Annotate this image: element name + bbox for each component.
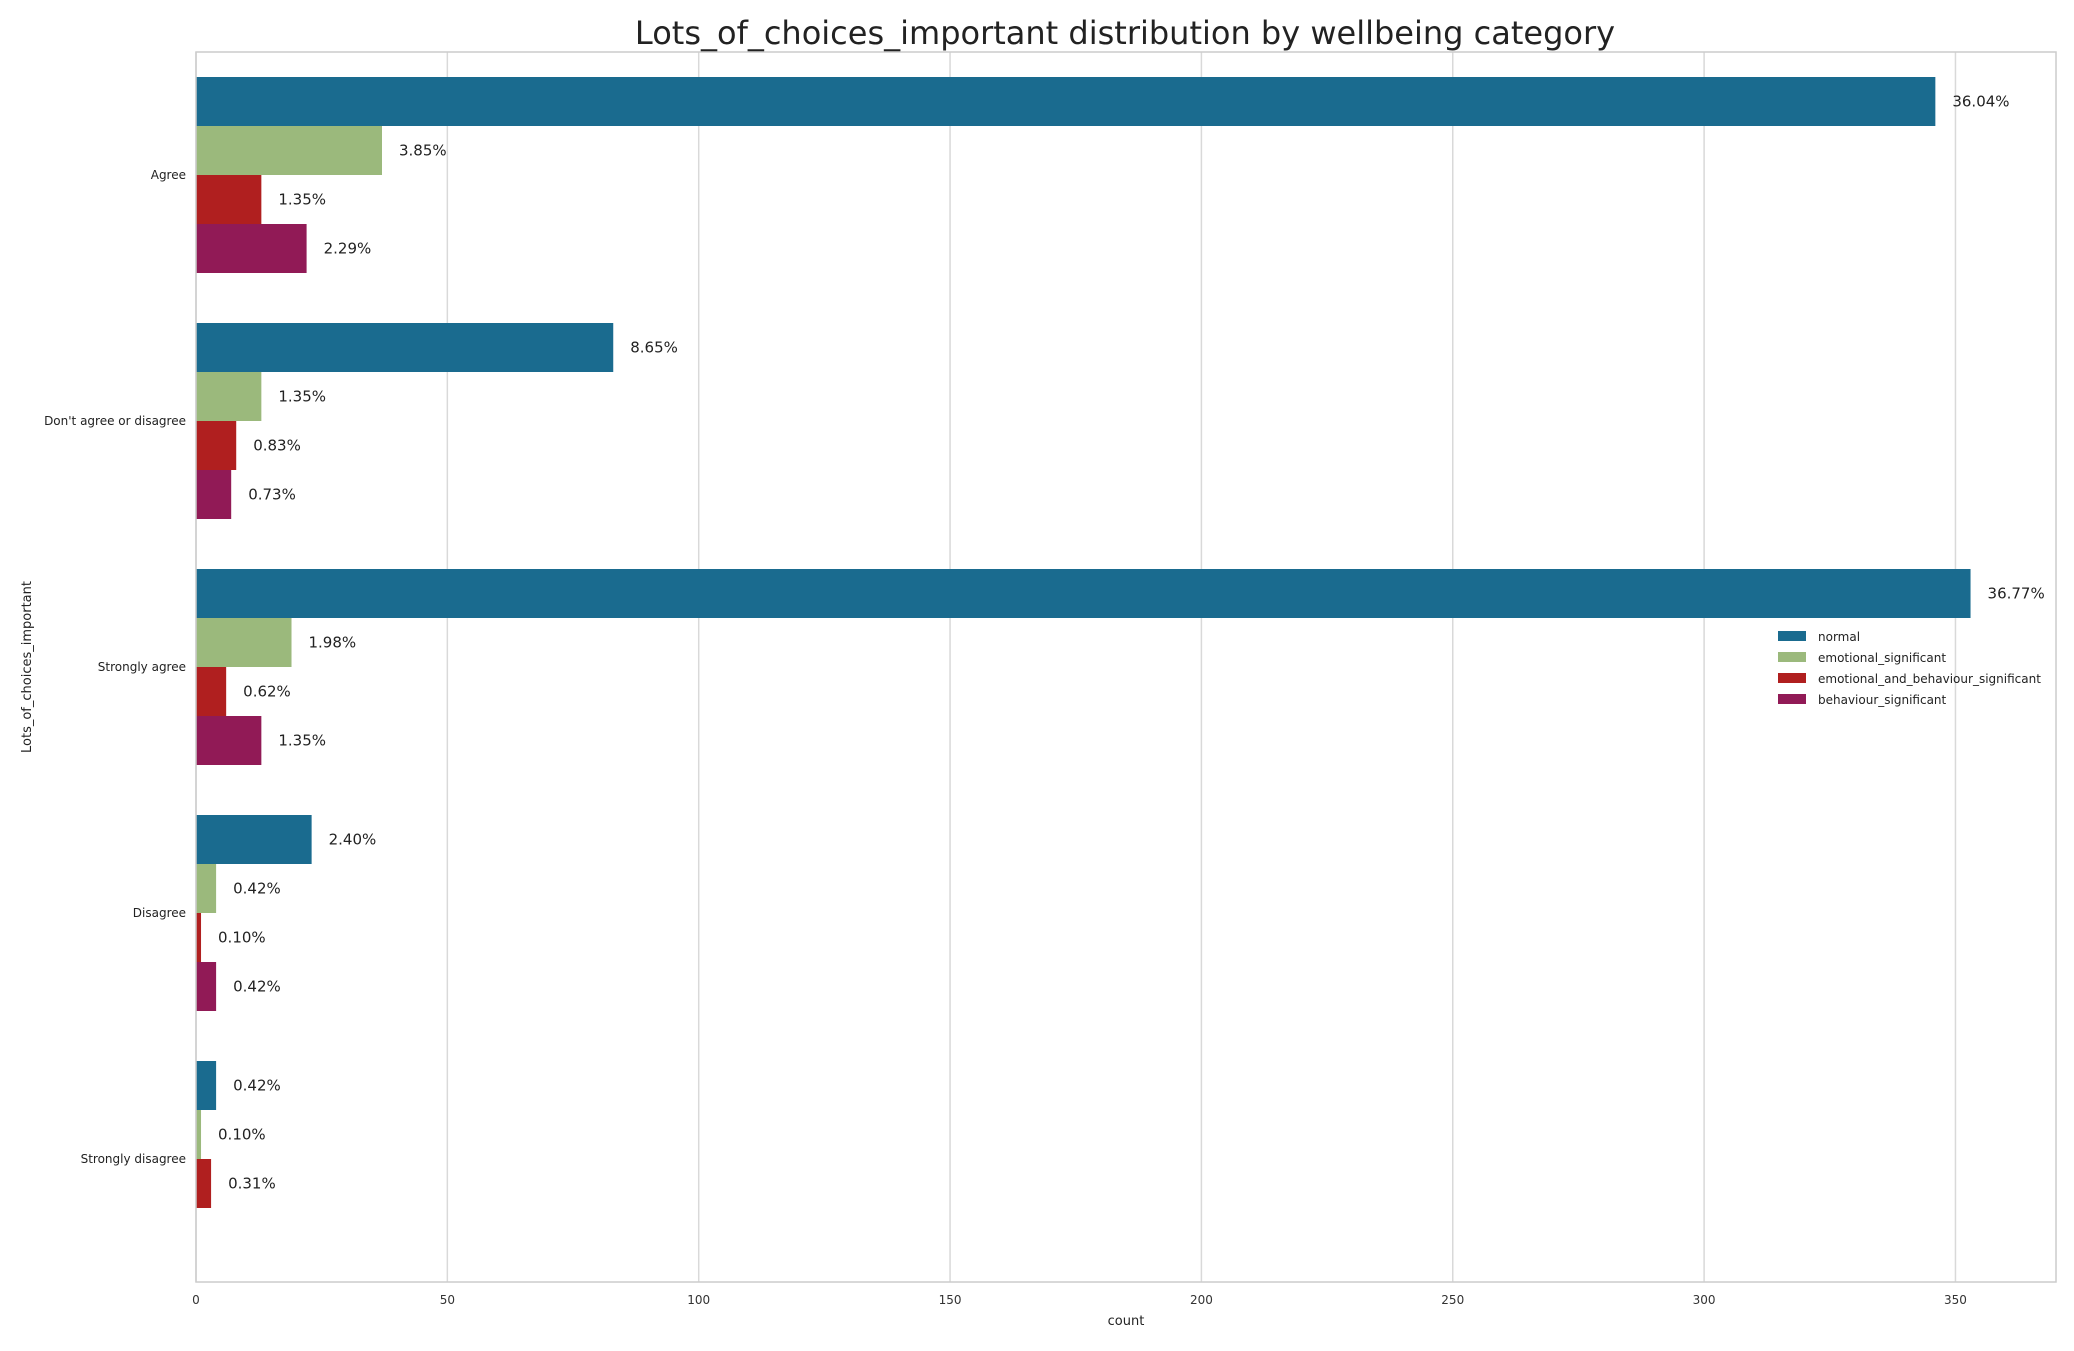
bar-value-label: 0.10% [218,929,266,947]
bar-value-label: 1.98% [309,634,357,652]
bar-normal [196,77,1936,126]
bar-value-label: 0.62% [243,683,291,701]
y-axis-categories: Agree Don't agree or disagree Strongly agr… [44,168,186,1166]
bar-behaviour_significant [196,470,232,519]
x-tick-label: 50 [440,1293,455,1307]
bar-value-label: 1.35% [278,732,326,750]
legend-label: normal [1818,630,1860,644]
bars [196,77,1971,1208]
bar-value-label: 0.73% [248,486,296,504]
bar-emotional_significant [196,864,217,913]
bar-value-label: 36.77% [1988,585,2045,603]
bar-value-label: 2.40% [329,831,377,849]
x-tick-label: 250 [1441,1293,1464,1307]
x-tick-label: 150 [939,1293,962,1307]
x-tick-label: 100 [687,1293,710,1307]
y-category-label: Agree [151,168,186,182]
bar-behaviour_significant [196,224,307,273]
legend-label: emotional_and_behaviour_significant [1818,672,2041,686]
x-tick-label: 0 [192,1293,200,1307]
legend-swatch [1778,694,1806,704]
bar-normal [196,569,1971,618]
bar-value-label: 0.42% [233,880,281,898]
legend-swatch [1778,631,1806,641]
bar-emotional_significant [196,372,262,421]
grid-lines [195,52,1957,1282]
x-tick-label: 350 [1944,1293,1967,1307]
bar-behaviour_significant [196,716,262,765]
bar-value-label: 0.42% [233,1077,281,1095]
bar-emotional_significant [196,618,292,667]
data-labels: 36.04% 3.85% 1.35% 2.29% 8.65% 1.35% 0.83% 0.73… [218,93,2045,1193]
x-axis-ticks: 0 50 100 150 200 250 300 350 [192,1293,1967,1307]
y-category-label: Strongly agree [98,660,186,674]
y-category-label: Don't agree or disagree [44,414,186,428]
bar-emotional_significant [196,126,382,175]
bar-normal [196,1061,217,1110]
y-category-label: Disagree [133,906,186,920]
y-axis-label: Lots_of_choices_important [20,581,35,753]
bar-value-label: 0.10% [218,1126,266,1144]
bar-value-label: 0.42% [233,978,281,996]
bar-value-label: 0.31% [228,1175,276,1193]
x-tick-label: 300 [1693,1293,1716,1307]
legend-label: behaviour_significant [1818,693,1947,707]
bar-value-label: 8.65% [630,339,678,357]
legend-swatch [1778,652,1806,662]
bar-value-label: 1.35% [278,191,326,209]
bar-normal [196,323,614,372]
x-axis-label: count [1108,1314,1145,1329]
bar-emotional_and_behaviour_significant [196,421,237,470]
y-category-label: Strongly disagree [81,1152,186,1166]
x-tick-label: 200 [1190,1293,1213,1307]
bar-value-label: 3.85% [399,142,447,160]
bar-normal [196,815,312,864]
legend: normal emotional_significant emotional_and… [1778,630,2041,707]
bar-emotional_and_behaviour_significant [196,913,202,962]
bar-emotional_significant [196,1110,202,1159]
bar-value-label: 36.04% [1952,93,2009,111]
bar-value-label: 0.83% [253,437,301,455]
chart-title: Lots_of_choices_important distribution b… [635,14,1615,52]
bar-value-label: 1.35% [278,388,326,406]
bar-behaviour_significant [196,962,217,1011]
plot-frame [195,51,2057,1283]
bar-emotional_and_behaviour_significant [196,667,227,716]
bar-value-label: 2.29% [324,240,372,258]
legend-label: emotional_significant [1818,651,1946,665]
legend-swatch [1778,673,1806,683]
bar-emotional_and_behaviour_significant [196,1159,212,1208]
bar-emotional_and_behaviour_significant [196,175,262,224]
